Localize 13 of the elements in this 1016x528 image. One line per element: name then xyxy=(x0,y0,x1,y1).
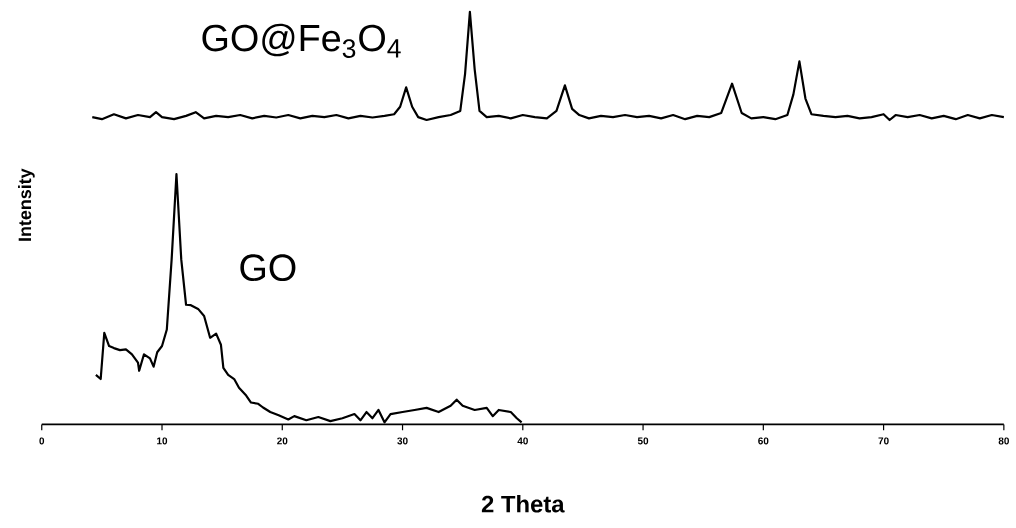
x-tick-label: 20 xyxy=(277,437,288,445)
x-axis-title: 2 Theta xyxy=(481,495,565,513)
x-tick-label: 50 xyxy=(637,437,649,445)
x-tick-label: 10 xyxy=(157,437,168,445)
x-tick-label: 70 xyxy=(878,437,889,445)
series-label: GO xyxy=(240,254,296,282)
y-axis-title: Intensity xyxy=(18,168,35,241)
x-tick-label: 30 xyxy=(397,437,408,445)
x-tick-label: 60 xyxy=(758,437,769,445)
x-tick-label: 40 xyxy=(517,437,528,445)
x-tick-label: 80 xyxy=(998,437,1009,445)
x-tick-label: 0 xyxy=(39,437,45,445)
series-label: GO@Fe$_{3}$O$_{4}$ xyxy=(202,23,401,59)
